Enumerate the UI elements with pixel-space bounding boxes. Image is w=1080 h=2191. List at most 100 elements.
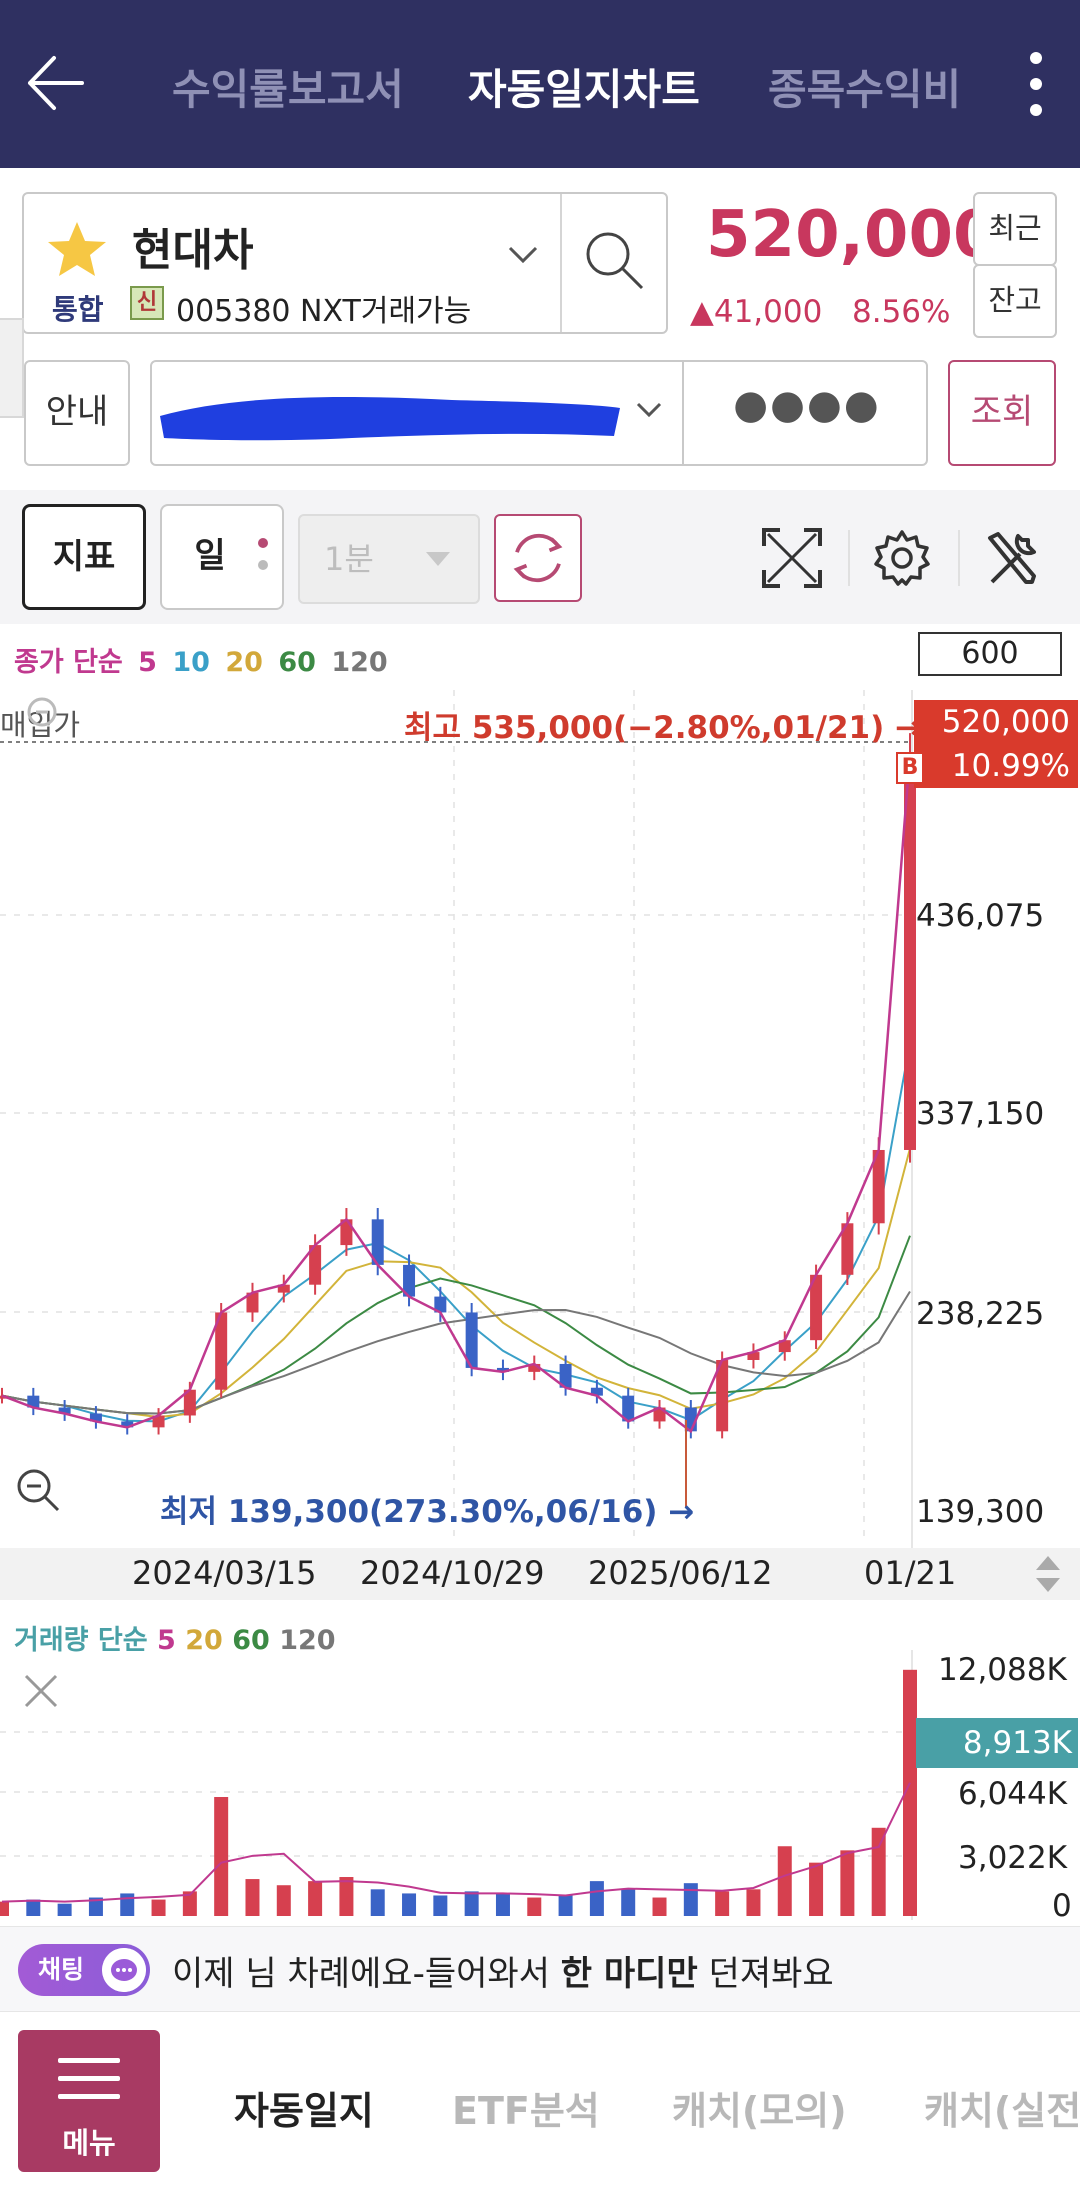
refresh-icon[interactable] [494, 514, 582, 602]
legend-ma60: 60 [278, 647, 316, 678]
volume-bar [746, 1889, 761, 1916]
volume-bar [589, 1881, 604, 1916]
divider [848, 530, 850, 586]
y-tick-label: 337,150 [916, 1096, 1045, 1132]
candle-body [89, 1413, 102, 1422]
dropdown-triangle-icon [426, 552, 450, 566]
divider [560, 194, 562, 332]
settings-gear-icon[interactable] [864, 520, 940, 596]
chat-text-bold: 한 마디만 [560, 1954, 698, 1994]
volume-bar [0, 1901, 9, 1916]
zoom-out-icon[interactable] [14, 1466, 62, 1514]
volume-bar [621, 1889, 636, 1916]
volume-bar [871, 1827, 886, 1916]
volume-bar [151, 1899, 166, 1916]
more-menu-icon[interactable] [1018, 52, 1054, 122]
candle-body [747, 1352, 760, 1360]
candle-body [371, 1219, 384, 1265]
volume-y-tick-label: 3,022K [958, 1840, 1068, 1876]
volume-ma-line [1, 1782, 911, 1903]
volume-bar [402, 1893, 417, 1916]
credit-badge: 신 [130, 286, 164, 320]
stock-code: 005380 NXT거래가능 [176, 294, 472, 329]
y-tick-label: 238,225 [916, 1296, 1045, 1332]
legend-ma20: 20 [225, 647, 263, 678]
bottom-navigation [0, 2012, 1080, 2191]
tab-auto-journal-chart[interactable]: 자동일지차트 [468, 65, 700, 114]
legend-ma10: 10 [172, 647, 210, 678]
current-price-tag-value: 520,000 [941, 704, 1070, 740]
info-button[interactable]: 안내 [24, 360, 130, 466]
chat-banner[interactable] [0, 1926, 1080, 2012]
tab-returns-report[interactable]: 수익률보고서 [172, 65, 404, 114]
volume-bar [182, 1891, 197, 1916]
x-tick-label: 01/21 [864, 1554, 957, 1592]
fullscreen-icon[interactable] [754, 520, 830, 596]
chat-text-suffix: 던져봐요 [697, 1954, 834, 1994]
password-field[interactable]: ●●●● [733, 382, 881, 428]
volume-bar [495, 1893, 510, 1916]
nav-auto-journal[interactable]: 자동일지 [234, 2089, 374, 2133]
divider [682, 362, 684, 464]
period-day-button[interactable]: 일 [160, 504, 284, 610]
menu-label: 메뉴 [62, 2126, 116, 2160]
price-chart[interactable] [0, 680, 1080, 1550]
search-icon[interactable] [580, 226, 650, 296]
volume-chart[interactable] [0, 1650, 1080, 1920]
volume-bar [652, 1897, 667, 1916]
volume-bar [370, 1889, 385, 1916]
volume-bar [903, 1669, 917, 1916]
candle-body [528, 1363, 541, 1372]
legend-prefix: 종가 단순 [14, 647, 123, 678]
side-drawer-handle[interactable] [0, 318, 24, 418]
visible-candle-count[interactable]: 600 [918, 632, 1062, 676]
candle-body [810, 1274, 823, 1341]
current-price: 520,000 [706, 198, 998, 272]
scroll-arrows-icon[interactable] [1030, 1552, 1066, 1596]
candle-body [27, 1395, 40, 1408]
back-arrow-icon[interactable] [22, 48, 92, 118]
period-dots-icon [258, 538, 268, 582]
close-icon[interactable] [20, 1670, 62, 1712]
volume-bar [88, 1897, 103, 1916]
nav-catch-mock[interactable]: 캐치(모의) [672, 2089, 847, 2133]
recent-button[interactable]: 최근 [973, 192, 1057, 266]
volume-bar [339, 1877, 354, 1916]
low-annotation-text: 최저 139,300(273.30%,06/16) [160, 1494, 658, 1530]
nav-etf-analysis[interactable]: ETF분석 [452, 2089, 600, 2133]
minute-select[interactable]: 1분 [298, 514, 480, 604]
balance-button[interactable]: 잔고 [973, 264, 1057, 338]
nav-catch-real[interactable]: 캐치(실전) [924, 2089, 1080, 2133]
candle-body [841, 1223, 854, 1275]
zoom-in-icon[interactable] [24, 694, 64, 734]
candle-body [246, 1292, 259, 1313]
candle-body [277, 1284, 290, 1293]
candle-body [872, 1149, 885, 1224]
volume-bar [245, 1879, 260, 1916]
candle-body [465, 1312, 478, 1368]
volume-bar [715, 1891, 730, 1916]
top-app-bar [0, 0, 1080, 168]
price-change: ▲41,000 [690, 294, 823, 330]
chevron-down-icon[interactable] [636, 402, 662, 418]
hamburger-icon [58, 2058, 120, 2112]
candle-body [716, 1359, 729, 1432]
volume-current-tag: 8,913K [916, 1718, 1078, 1768]
menu-button[interactable]: 메뉴 [18, 2030, 160, 2172]
tab-stock-returns[interactable]: 종목수익비 [768, 65, 962, 114]
high-annotation: 최고 535,000(−2.80%,01/21) → [404, 710, 922, 746]
high-annotation-text: 최고 535,000(−2.80%,01/21) [404, 710, 885, 746]
price-change-percent: 8.56% [852, 294, 951, 330]
indicator-button[interactable]: 지표 [22, 504, 146, 610]
query-button[interactable]: 조회 [948, 360, 1056, 466]
favorite-star-icon[interactable] [46, 220, 108, 278]
chevron-down-icon[interactable] [508, 246, 538, 264]
candle-body [496, 1367, 509, 1372]
buy-marker: B [896, 752, 924, 784]
chat-bubble-icon [102, 1948, 146, 1992]
legend-ma5: 5 [138, 647, 157, 678]
chat-pill[interactable]: 채팅 [18, 1944, 150, 1996]
tools-icon[interactable] [976, 520, 1052, 596]
stock-name: 현대차 [132, 225, 254, 276]
